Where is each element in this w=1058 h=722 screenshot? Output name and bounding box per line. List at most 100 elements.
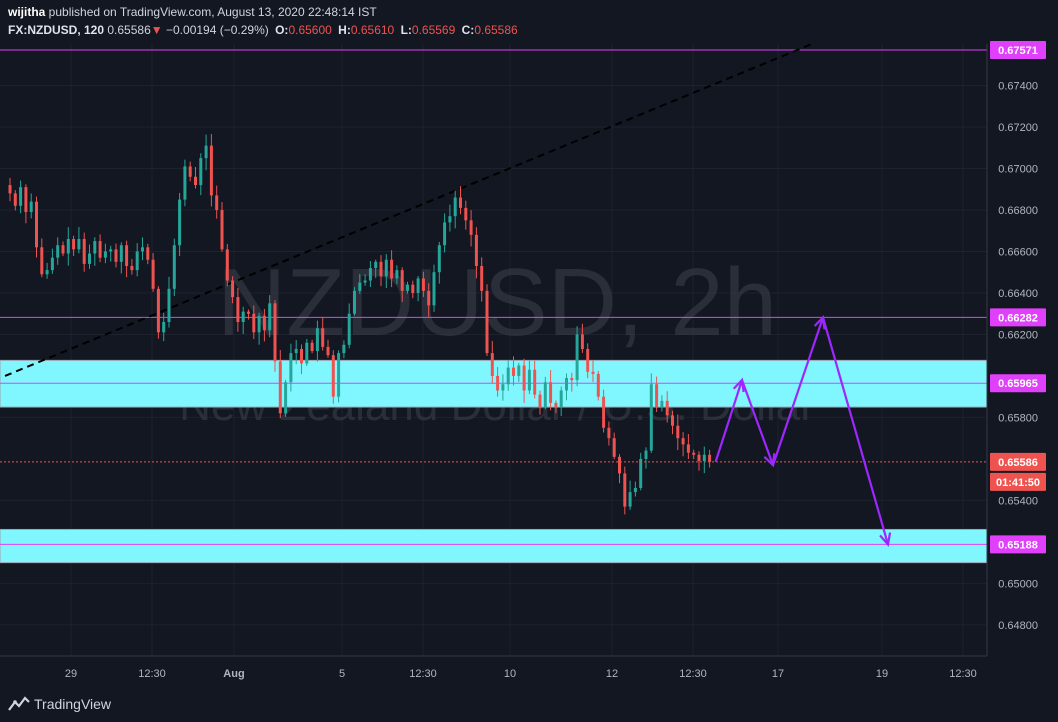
candle-body <box>379 261 383 277</box>
candle-body <box>692 452 696 455</box>
candle-body <box>533 369 537 395</box>
candle-body <box>61 245 65 254</box>
time-axis[interactable]: 29 12:30 Aug 5 12:30 10 12 12:30 17 19 12:30 <box>0 655 987 680</box>
price-axis[interactable]: 0.67400 0.67200 0.67000 0.66800 0.66600 0.664… <box>986 44 1038 656</box>
candle-body <box>77 239 81 250</box>
candle-body <box>655 384 659 408</box>
candle-body <box>549 382 553 403</box>
candle-body <box>411 284 415 293</box>
candle-body <box>374 261 378 269</box>
candle-body <box>527 369 531 391</box>
time-tick-label: Aug <box>223 668 244 680</box>
candle-body <box>702 454 706 461</box>
candle-body <box>395 270 399 279</box>
price-tick-label: 0.65800 <box>998 412 1038 424</box>
candle-body <box>400 270 404 291</box>
candle-body <box>315 328 319 352</box>
candle-body <box>13 193 17 206</box>
symbol-label[interactable]: FX:NZDUSD, 120 <box>8 23 105 37</box>
projection-segment[interactable] <box>821 317 890 545</box>
price-tick-label: 0.67000 <box>998 163 1038 175</box>
high-value: 0.65610 <box>350 23 395 37</box>
price-badges: 0.67571 0.66282 0.65965 0.65188 0.65586 01:41… <box>990 41 1046 554</box>
candle-body <box>215 195 219 210</box>
candle-body <box>602 396 606 428</box>
level-price-badge: 0.66282 <box>998 312 1038 324</box>
projection-segment[interactable] <box>740 379 775 466</box>
candle-body <box>353 290 356 314</box>
candle-body <box>512 367 515 376</box>
candle-body <box>644 450 648 459</box>
candle-body <box>156 288 160 333</box>
candle-body <box>390 259 394 279</box>
candle-body <box>671 415 674 426</box>
candle-body <box>490 353 494 376</box>
candle-body <box>554 402 558 408</box>
candle-body <box>543 382 547 408</box>
dashed-trendline[interactable] <box>4 43 813 377</box>
candle-body <box>437 245 441 273</box>
candle-body <box>708 454 712 462</box>
high-label: H: <box>338 23 351 37</box>
time-tick-label: 12:30 <box>679 668 707 680</box>
bar-countdown-badge-bg <box>990 472 1046 491</box>
projection-segment[interactable] <box>771 317 825 466</box>
candle-body <box>612 438 616 457</box>
candle-body <box>284 382 288 414</box>
candle-body <box>241 311 245 322</box>
candle-body <box>88 253 91 264</box>
chart-header: wijitha published on TradingView.com, Au… <box>0 0 1058 44</box>
candle-body <box>268 303 272 331</box>
down-arrow-icon: ▼ <box>150 23 163 37</box>
price-chart[interactable]: NZDUSD, 2h New Zealand Dollar / U.S. Dol… <box>0 0 1058 688</box>
candle-body <box>289 353 293 383</box>
candle-body <box>474 234 478 266</box>
candle-body <box>639 458 643 488</box>
level-price-badge-bg <box>990 535 1046 554</box>
publish-text: published on TradingView.com, August 13,… <box>45 5 377 19</box>
candle-body <box>432 272 436 306</box>
projection-path[interactable] <box>714 315 892 547</box>
candle-body <box>194 176 197 186</box>
candle-body <box>209 145 213 196</box>
candle-body <box>50 257 54 271</box>
price-zone[interactable] <box>0 528 988 564</box>
bar-countdown-badge: 01:41:50 <box>996 477 1040 489</box>
candle-body <box>178 199 182 246</box>
candle-body <box>130 265 134 271</box>
candle-body <box>628 492 632 507</box>
publish-info: wijitha published on TradingView.com, Au… <box>8 5 377 19</box>
projection-segment[interactable] <box>714 379 744 463</box>
author-name[interactable]: wijitha <box>8 5 46 19</box>
candle-body <box>273 303 277 362</box>
price-tick-label: 0.67200 <box>998 122 1038 134</box>
candle-body <box>331 355 335 397</box>
candle-body <box>326 346 330 356</box>
horizontal-lines[interactable] <box>0 49 987 545</box>
price-tick-label: 0.67400 <box>998 80 1038 92</box>
candle-body <box>522 365 526 391</box>
support-resistance-zones[interactable] <box>0 359 988 564</box>
candle-body <box>56 245 60 258</box>
candle-body <box>220 209 224 250</box>
footer: TradingView <box>0 688 1058 722</box>
price-tick-label: 0.66800 <box>998 205 1038 217</box>
level-price-badge-bg <box>990 374 1046 393</box>
tradingview-logo-icon[interactable] <box>8 696 30 712</box>
candle-body <box>82 239 86 264</box>
candle-body <box>623 473 627 507</box>
candle-body <box>665 400 669 416</box>
candlesticks <box>8 133 712 515</box>
symbol-info: FX:NZDUSD, 120 0.65586▼ −0.00194 (−0.29%… <box>8 23 518 37</box>
last-price: 0.65586 <box>107 23 151 37</box>
candle-body <box>146 247 150 260</box>
candle-body <box>321 328 325 347</box>
candle-body <box>660 400 664 408</box>
candle-body <box>580 334 584 349</box>
candle-body <box>183 166 187 200</box>
level-price-badge-bg <box>990 308 1046 327</box>
tradingview-brand[interactable]: TradingView <box>34 696 112 712</box>
level-price-badge-bg <box>990 41 1046 60</box>
candle-body <box>586 348 590 372</box>
candle-body <box>443 222 447 246</box>
